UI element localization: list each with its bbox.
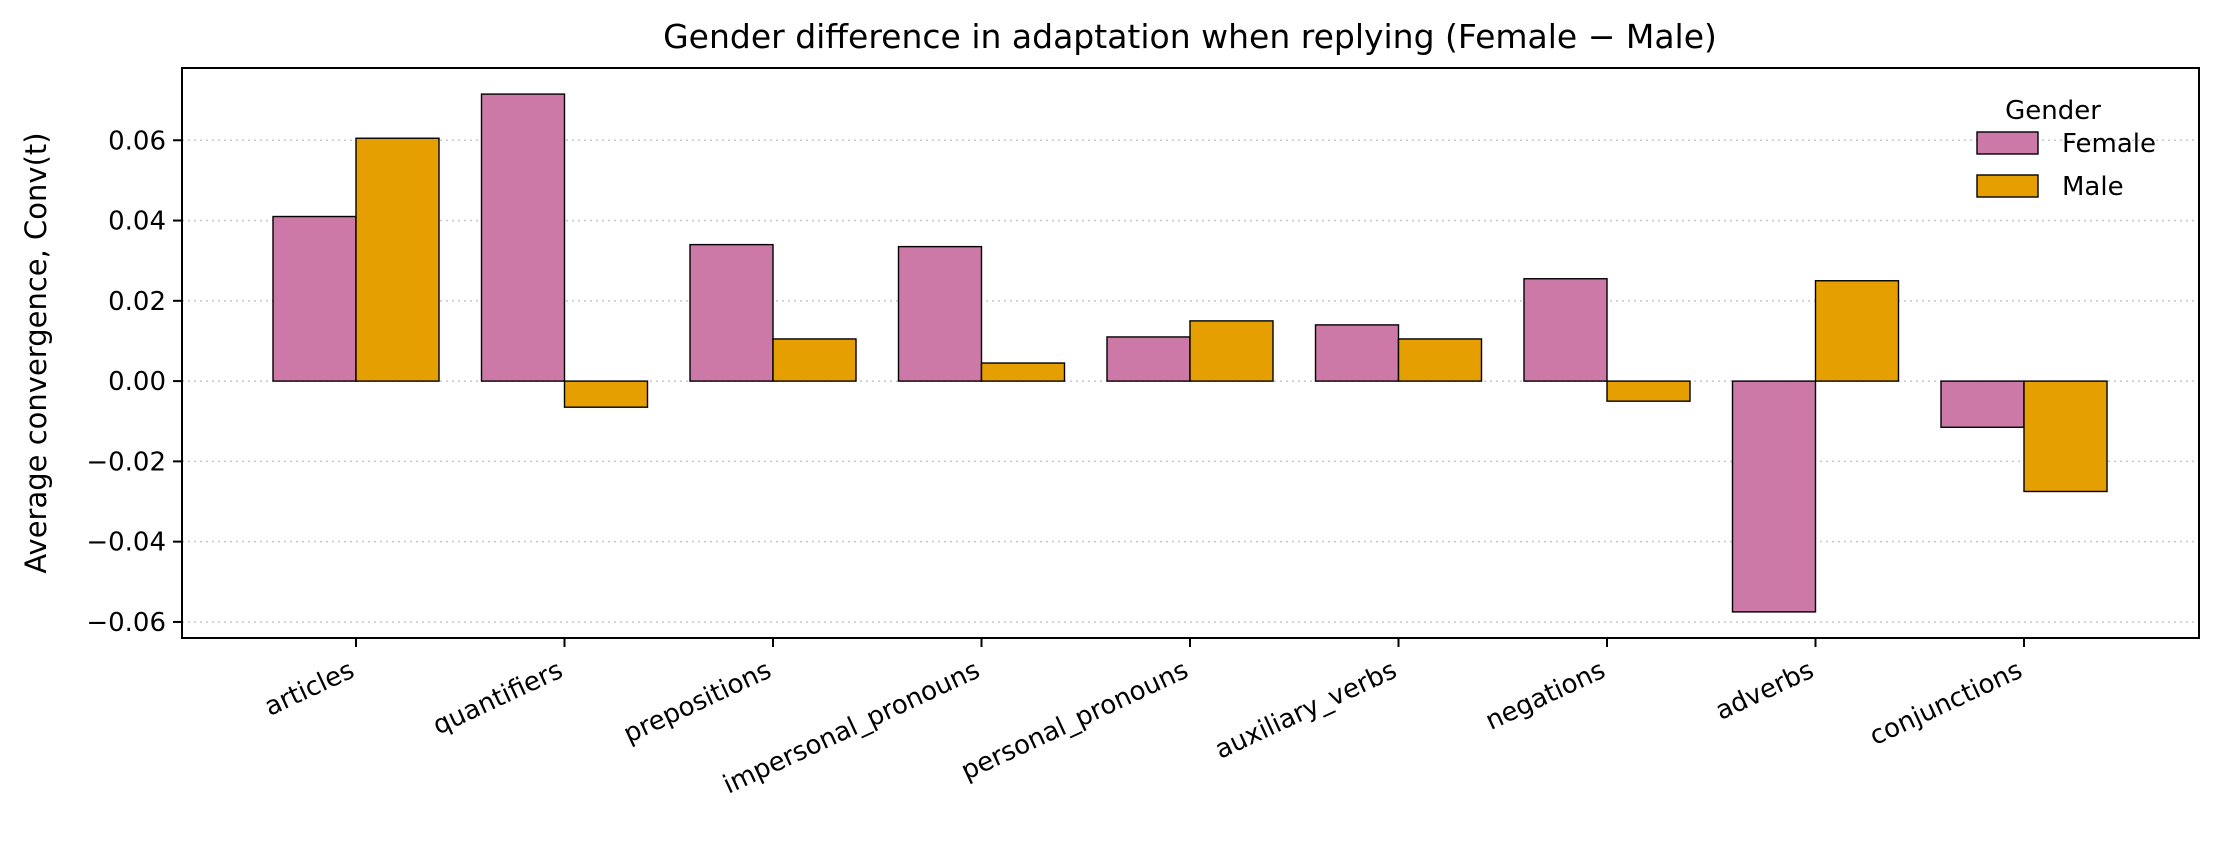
legend-swatch-female: [1976, 131, 2039, 155]
y-axis-label: Average convergence, Conv(t): [19, 132, 53, 573]
bar-male-conjunctions: [2023, 380, 2108, 493]
bar-male-quantifiers: [563, 380, 649, 408]
bar-male-articles: [355, 137, 440, 382]
bar-female-articles: [272, 215, 357, 382]
x-tick-label: negations: [1481, 655, 1610, 736]
x-tick-label: prepositions: [619, 655, 776, 749]
y-tick-label: 0.02: [108, 287, 166, 317]
bar-female-personal_pronouns: [1106, 336, 1191, 382]
bar-male-negations: [1606, 380, 1691, 402]
x-tick-label: adverbs: [1711, 655, 1818, 726]
y-tick-label: −0.06: [86, 608, 166, 638]
bar-female-auxiliary_verbs: [1314, 324, 1400, 382]
legend: Gender Female Male: [1976, 96, 2156, 202]
legend-label-male: Male: [2062, 172, 2124, 202]
y-axis: −0.06 −0.04 −0.02 0.00 0.02 0.04 0.06: [86, 126, 182, 638]
legend-swatch-male: [1976, 174, 2039, 198]
bar-male-personal_pronouns: [1189, 320, 1274, 382]
bar-female-adverbs: [1731, 380, 1817, 613]
bar-female-conjunctions: [1940, 380, 2025, 428]
x-axis: articles quantifiers prepositionsimpersona…: [260, 638, 2027, 800]
bar-female-impersonal_pronouns: [897, 245, 983, 382]
y-tick-label: −0.04: [86, 528, 166, 558]
bar-male-adverbs: [1814, 280, 1900, 382]
bar-female-negations: [1523, 278, 1608, 382]
bar-female-quantifiers: [480, 93, 566, 382]
bar-male-prepositions: [772, 338, 857, 382]
x-tick-label: auxiliary_verbs: [1211, 655, 1402, 765]
legend-label-female: Female: [2062, 129, 2156, 159]
x-tick-label: articles: [260, 655, 359, 722]
y-tick-label: −0.02: [86, 447, 166, 477]
x-tick-label: conjunctions: [1865, 655, 2027, 752]
y-tick-label: 0.04: [108, 207, 166, 237]
bars: [272, 93, 2108, 613]
bar-male-impersonal_pronouns: [980, 362, 1066, 382]
bar-male-auxiliary_verbs: [1397, 338, 1483, 382]
y-tick-label: 0.06: [108, 126, 166, 156]
x-tick-label: personal_pronouns: [957, 655, 1193, 786]
bar-female-prepositions: [689, 243, 774, 382]
chart-title: Gender difference in adaptation when rep…: [663, 17, 1717, 56]
x-tick-label: quantifiers: [428, 655, 567, 741]
y-tick-label: 0.00: [108, 367, 166, 397]
legend-title: Gender: [2005, 96, 2101, 126]
